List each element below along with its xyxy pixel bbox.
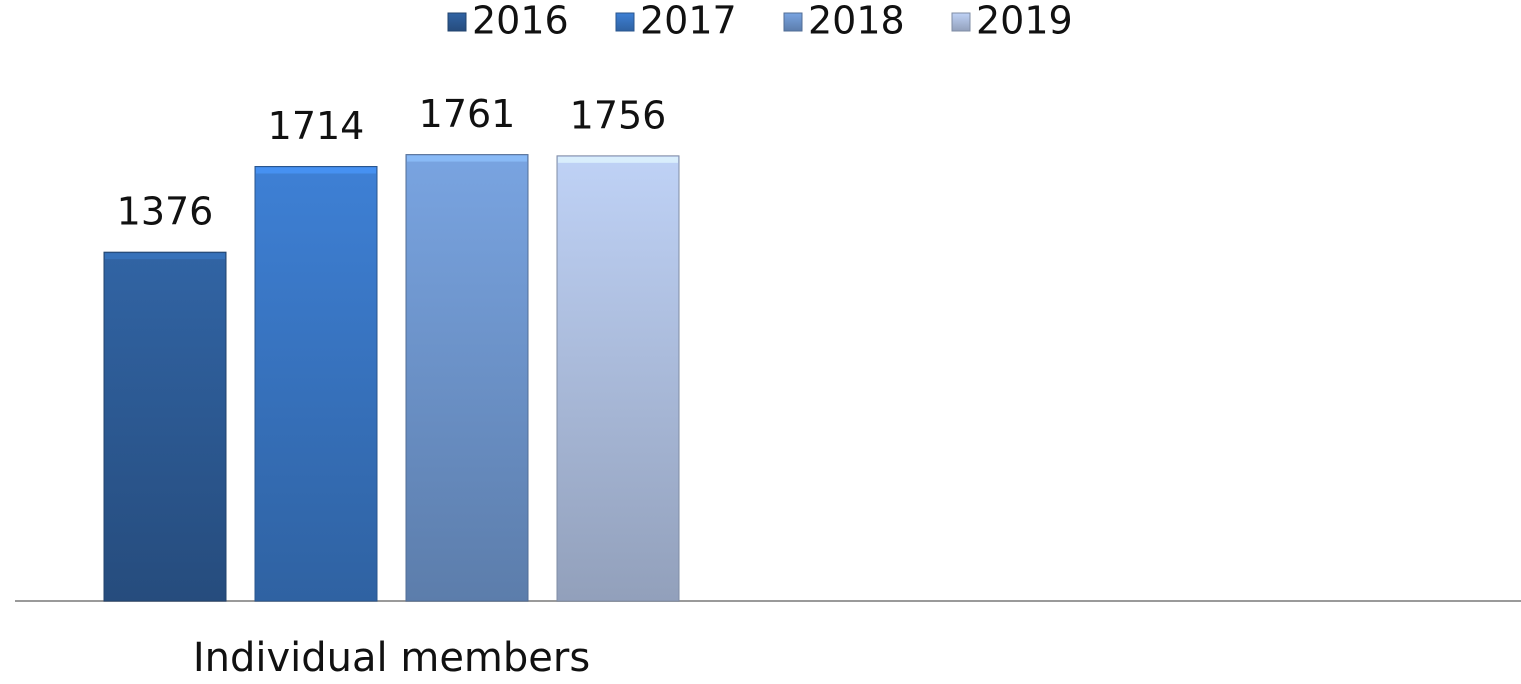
bar-bevel bbox=[256, 167, 376, 174]
legend-label: 2016 bbox=[472, 0, 569, 43]
bar bbox=[405, 154, 529, 602]
bar bbox=[254, 166, 378, 602]
bar-bevel bbox=[407, 155, 527, 162]
x-tick-label: Individual members bbox=[193, 635, 590, 681]
data-label: 1756 bbox=[570, 93, 667, 137]
bar bbox=[556, 155, 680, 602]
legend-swatch bbox=[783, 12, 803, 32]
data-label: 1714 bbox=[268, 104, 365, 148]
legend-label: 2017 bbox=[640, 0, 737, 43]
legend-swatch bbox=[615, 12, 635, 32]
data-label: 1761 bbox=[419, 92, 516, 136]
legend-swatch bbox=[447, 12, 467, 32]
data-label: 1376 bbox=[117, 190, 214, 234]
bar bbox=[103, 251, 227, 602]
legend-swatch bbox=[951, 12, 971, 32]
legend-label: 2019 bbox=[976, 0, 1073, 43]
legend-label: 2018 bbox=[808, 0, 905, 43]
bar-bevel bbox=[558, 156, 678, 163]
bar-bevel bbox=[105, 253, 225, 260]
